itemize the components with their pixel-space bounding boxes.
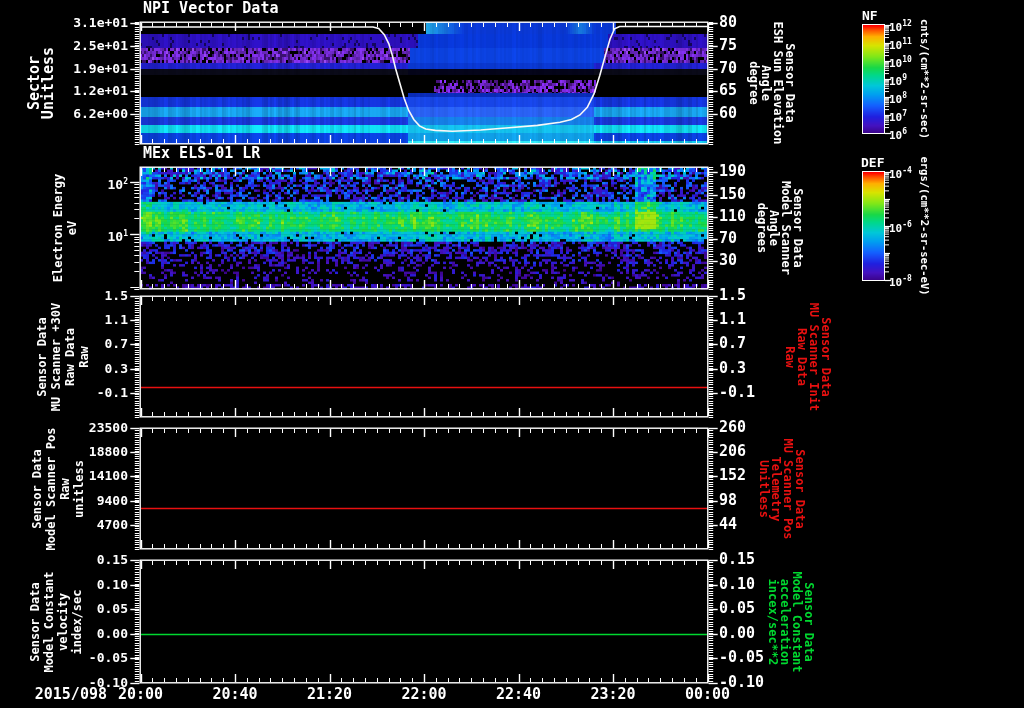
y-tick-label-right: 0.7 xyxy=(719,336,746,351)
y-tick-label-right: 150 xyxy=(719,187,746,202)
colorbar-tick-label: 10-8 xyxy=(889,273,912,288)
y-tick-label-right: 0.10 xyxy=(719,577,755,592)
plot-canvas xyxy=(0,0,1024,708)
y-tick-label-right: 0.00 xyxy=(719,626,755,641)
panel2-title: MEx ELS-01 LR xyxy=(143,146,260,161)
y-tick-label-left: 2.5e+01 xyxy=(48,39,128,52)
x-tick-label: 22:40 xyxy=(489,687,549,702)
y-tick-label-left: 1.5 xyxy=(48,289,128,302)
y-tick-label-right: 190 xyxy=(719,164,746,179)
y-axis-title-left: Sensor Data Model Constant velocity inde… xyxy=(28,571,84,672)
x-tick-label: 21:20 xyxy=(300,687,360,702)
y-axis-title-right: Sensor Data ESH Sun Elevation Angle degr… xyxy=(748,22,796,145)
y-tick-label-left: 1.2e+01 xyxy=(48,84,128,97)
y-tick-label-left: 3.1e+01 xyxy=(48,16,128,29)
panel1-title: NPI Vector Data xyxy=(143,1,278,16)
colorbar-tick-label: 1011 xyxy=(889,36,912,51)
colorbar-tick-label: 106 xyxy=(889,126,907,141)
y-axis-title-right: Sensor Data Model Scanner Angle degrees xyxy=(756,181,804,275)
y-tick-label-left: 6.2e+00 xyxy=(48,107,128,120)
y-tick-label-right: 80 xyxy=(719,15,737,30)
x-tick-label: 20:00 xyxy=(111,687,171,702)
y-tick-label-right: 75 xyxy=(719,38,737,53)
y-tick-label-right: 152 xyxy=(719,468,746,483)
y-tick-label-right: 98 xyxy=(719,493,737,508)
x-tick-label: 00:00 xyxy=(678,687,738,702)
y-tick-label-left: 1.9e+01 xyxy=(48,62,128,75)
colorbar-tick-label: 109 xyxy=(889,72,907,87)
y-tick-label-right: 206 xyxy=(719,444,746,459)
y-tick-label-right: 60 xyxy=(719,106,737,121)
y-tick-label-right: 44 xyxy=(719,517,737,532)
colorbar-nf-label: NF xyxy=(862,9,878,22)
y-tick-label-right: 260 xyxy=(719,420,746,435)
y-tick-label-left: 0.15 xyxy=(48,553,128,566)
y-tick-label-right: -0.1 xyxy=(719,385,755,400)
colorbar-tick-label: 10-6 xyxy=(889,219,912,234)
colorbar-def-label: DEF xyxy=(861,156,884,169)
y-tick-label-right: 0.05 xyxy=(719,601,755,616)
x-tick-label: 20:40 xyxy=(205,687,265,702)
y-axis-title-right: Sensor Data Model Constant acceleration … xyxy=(767,571,815,672)
colorbar-def-unit: ergs/(cm**2-sr-sec-eV) xyxy=(919,156,930,295)
y-tick-label-right: 1.5 xyxy=(719,288,746,303)
y-axis-title-left: Sensor Data Model Scanner Pos Raw unitle… xyxy=(30,427,86,550)
y-tick-label-right: 0.15 xyxy=(719,552,755,567)
y-tick-label-right: -0.05 xyxy=(719,650,764,665)
colorbar-tick-label: 10-4 xyxy=(889,165,912,180)
y-tick-label-right: 1.1 xyxy=(719,312,746,327)
y-tick-label-right: 70 xyxy=(719,231,737,246)
colorbar-tick-label: 108 xyxy=(889,90,907,105)
y-tick-label-right: 0.3 xyxy=(719,361,746,376)
colorbar-tick-label: 107 xyxy=(889,108,907,123)
colorbar-tick-label: 1012 xyxy=(889,18,912,33)
y-tick-label-right: 30 xyxy=(719,253,737,268)
y-tick-label-right: 70 xyxy=(719,61,737,76)
colorbar-tick-label: 1010 xyxy=(889,54,912,69)
y-axis-title-right: Sensor Data MU Scanner Pos Telemetry Uni… xyxy=(758,438,806,539)
y-axis-title-left: Sector Unitless xyxy=(27,47,55,119)
y-tick-label-right: 110 xyxy=(719,209,746,224)
colorbar-nf-unit: cnts/(cm**2-sr-sec) xyxy=(919,19,930,139)
y-axis-title-left: Electron Energy eV xyxy=(51,174,79,282)
y-axis-title-left: Sensor Data MU Scanner +30V Raw Data Raw xyxy=(35,302,91,410)
y-axis-title-right: Sensor Data MU Scanner Init Raw Data Raw xyxy=(784,302,832,410)
x-tick-label: 22:00 xyxy=(394,687,454,702)
plot-root: NPI Vector Data MEx ELS-01 LR 2015/098 N… xyxy=(0,0,1024,708)
y-tick-label-right: 65 xyxy=(719,83,737,98)
x-tick-label: 23:20 xyxy=(583,687,643,702)
